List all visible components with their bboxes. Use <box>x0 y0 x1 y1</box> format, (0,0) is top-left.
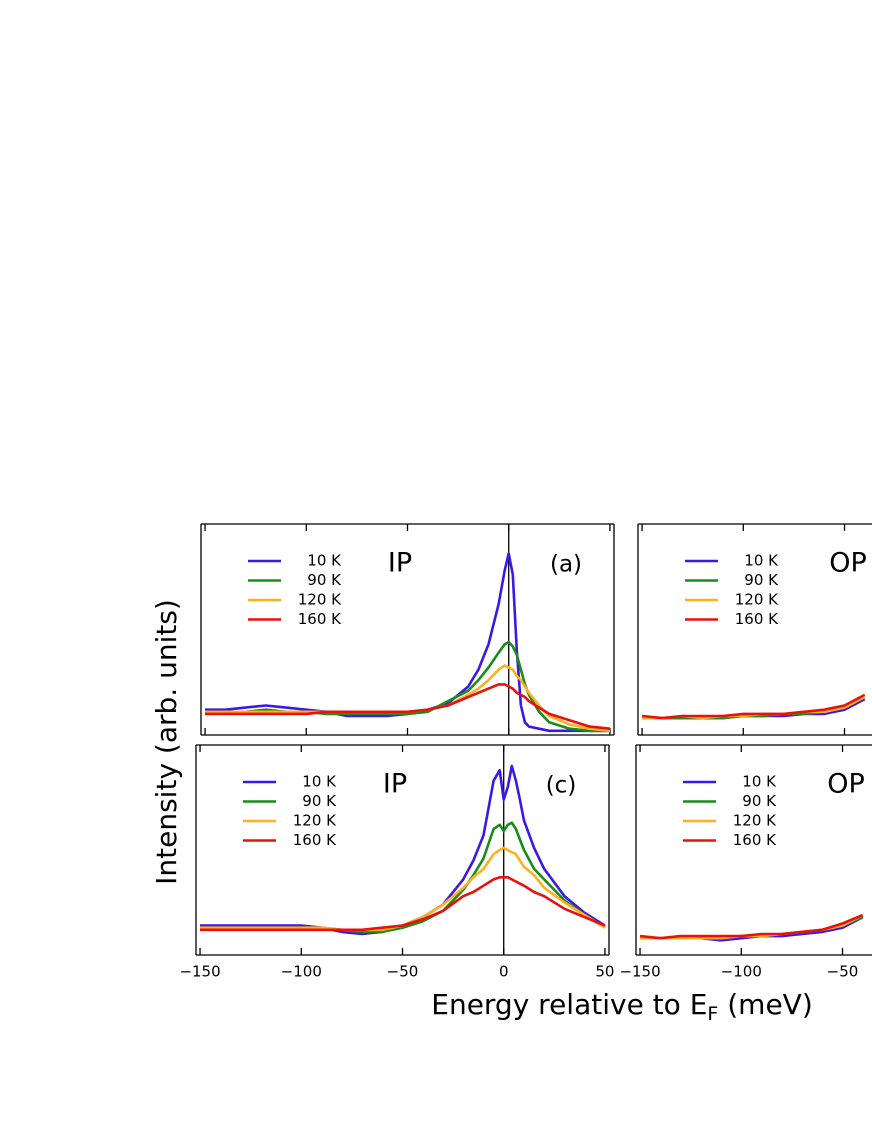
data-line <box>205 664 611 733</box>
data-line <box>200 764 606 936</box>
panel-label: (a) <box>550 552 582 578</box>
data-line <box>639 913 864 940</box>
legend-label: 90 K <box>307 571 342 589</box>
legend-label: 90 K <box>742 792 777 810</box>
legend-label: 160 K <box>293 831 337 849</box>
region-label: IP <box>383 769 407 800</box>
region-label: OP <box>827 769 865 800</box>
legend-label: 160 K <box>733 831 777 849</box>
legend-label: 10 K <box>744 552 779 570</box>
data-line <box>641 693 866 720</box>
x-tick-label: −100 <box>281 963 322 981</box>
legend-label: 90 K <box>744 571 779 589</box>
legend-label: 10 K <box>302 773 337 791</box>
legend-label: 10 K <box>307 552 342 570</box>
x-tick-label: −150 <box>179 963 220 981</box>
x-axis-label: Energy relative to EF (meV) <box>431 988 813 1025</box>
data-line <box>205 683 611 730</box>
x-axis-label-main: Energy relative to E <box>431 988 707 1021</box>
x-tick-label: 0 <box>499 963 509 981</box>
y-axis-label: Intensity (arb. units) <box>150 599 183 885</box>
region-label: IP <box>388 548 412 579</box>
x-axis-label-unit: (meV) <box>718 988 812 1021</box>
legend-label: 120 K <box>293 812 337 830</box>
legend-label: 90 K <box>302 792 337 810</box>
x-tick-label: −50 <box>387 963 419 981</box>
x-tick-label: −50 <box>827 963 859 981</box>
panel-label: (c) <box>546 773 577 799</box>
data-line <box>200 846 606 932</box>
x-tick-label: 50 <box>595 963 614 981</box>
legend-label: 120 K <box>298 591 342 609</box>
legend-label: 120 K <box>733 812 777 830</box>
data-line <box>205 552 610 733</box>
legend-label: 160 K <box>298 610 342 628</box>
legend-label: 120 K <box>735 591 779 609</box>
legend-label: 160 K <box>735 610 779 628</box>
legend-label: 10 K <box>742 773 777 791</box>
x-axis-label-sub: F <box>707 1003 718 1025</box>
data-line <box>200 876 606 932</box>
x-tick-label: −150 <box>619 963 660 981</box>
data-line <box>200 821 606 934</box>
x-tick-label: −100 <box>721 963 762 981</box>
data-line <box>205 640 610 733</box>
region-label: OP <box>829 548 867 579</box>
